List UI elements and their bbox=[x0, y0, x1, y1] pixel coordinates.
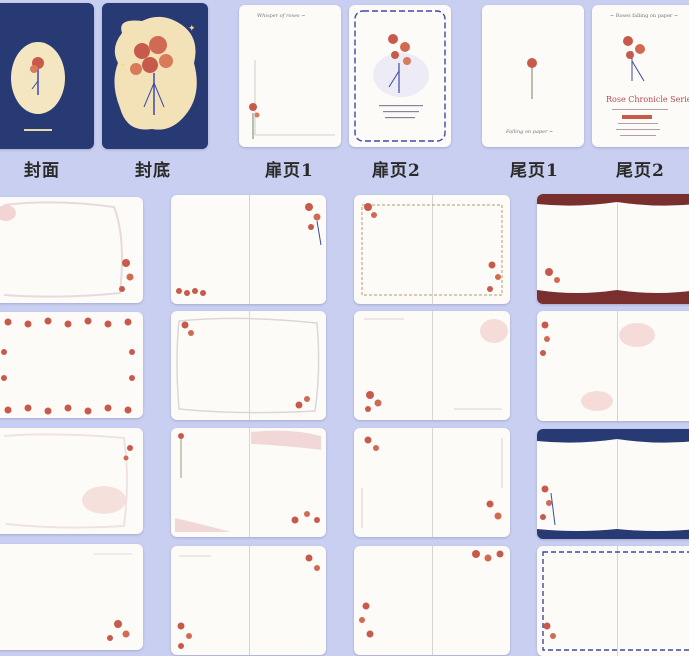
spread-fold-line bbox=[248, 195, 250, 304]
label-front-page-2: 扉页2 bbox=[372, 161, 421, 181]
spread-vine-frame bbox=[361, 203, 503, 296]
spread-fold-line bbox=[432, 546, 433, 655]
end-page-1-single-rose bbox=[527, 58, 537, 99]
spread-fold-line bbox=[432, 195, 433, 304]
svg-text:✦: ✦ bbox=[188, 24, 196, 34]
spread-page[interactable] bbox=[537, 311, 689, 421]
label-back-cover: 封底 bbox=[135, 161, 171, 181]
svg-text:✦: ✦ bbox=[120, 61, 126, 69]
spread-rose-decoration bbox=[177, 554, 320, 649]
spread-page[interactable] bbox=[537, 546, 689, 656]
spread-rose-frame bbox=[1, 317, 135, 415]
spread-page[interactable] bbox=[354, 428, 510, 537]
spread-page[interactable] bbox=[171, 428, 326, 537]
spread-fold-line bbox=[617, 546, 618, 656]
spread-fold-line bbox=[248, 428, 250, 537]
spread-page[interactable] bbox=[0, 544, 143, 650]
spread-vine-frame bbox=[542, 551, 689, 651]
back-cover-card[interactable]: ✦ ✦ bbox=[102, 3, 208, 149]
front-page-1-script-text: Whisper of roses ~ bbox=[257, 13, 306, 19]
spread-page[interactable] bbox=[171, 311, 326, 420]
cover-card[interactable] bbox=[0, 3, 94, 149]
end-page-1-card[interactable]: Falling on paper ~ bbox=[482, 5, 584, 147]
spread-rose-decoration bbox=[540, 321, 655, 411]
front-page-2-card[interactable] bbox=[349, 5, 451, 147]
spread-rose-frame bbox=[176, 317, 320, 414]
spread-page[interactable] bbox=[0, 312, 143, 418]
front-page-1-card[interactable]: Whisper of roses ~ bbox=[239, 5, 341, 147]
spread-navy-border bbox=[537, 429, 689, 539]
spread-rose-decoration bbox=[361, 436, 503, 528]
cover-bouquet-illustration bbox=[11, 42, 65, 131]
end-page-2-top-text: ~ Roses falling on paper ~ bbox=[610, 13, 679, 19]
spread-page[interactable] bbox=[537, 429, 689, 539]
label-end-page-2: 尾页2 bbox=[616, 161, 665, 181]
end-page-2-card[interactable]: ~ Roses falling on paper ~ Rose Chronicl… bbox=[592, 5, 689, 147]
front-page-1-rose-corner bbox=[249, 60, 335, 139]
spread-fold-line bbox=[617, 194, 618, 304]
end-page-2-rose-cluster bbox=[612, 36, 668, 136]
spread-fold-line bbox=[248, 311, 250, 420]
spread-page[interactable] bbox=[354, 195, 510, 304]
spread-rose-decoration bbox=[359, 550, 504, 638]
spread-fold-line bbox=[617, 311, 618, 421]
end-page-2-series-title: Rose Chronicle Series bbox=[606, 95, 689, 104]
spread-page[interactable] bbox=[171, 195, 326, 304]
spread-rose-decoration bbox=[94, 553, 132, 641]
spread-fold-line bbox=[617, 429, 618, 539]
label-end-page-1: 尾页1 bbox=[510, 161, 559, 181]
spread-page[interactable] bbox=[354, 546, 510, 655]
spread-page[interactable] bbox=[0, 428, 143, 534]
back-cover-bouquet-illustration: ✦ ✦ bbox=[114, 16, 197, 130]
spread-page[interactable] bbox=[0, 197, 143, 303]
spread-burgundy-border bbox=[537, 194, 689, 304]
spread-page[interactable] bbox=[171, 546, 326, 655]
spread-page[interactable] bbox=[537, 194, 689, 304]
spread-fold-line bbox=[248, 546, 250, 655]
spread-rose-decoration bbox=[3, 433, 133, 529]
label-cover: 封面 bbox=[24, 161, 60, 181]
spread-rose-decoration bbox=[364, 318, 508, 412]
end-page-1-script-text: Falling on paper ~ bbox=[506, 129, 554, 135]
label-front-page-1: 扉页1 bbox=[265, 161, 314, 181]
spread-rose-decoration bbox=[175, 430, 321, 532]
spread-fold-line bbox=[432, 311, 433, 420]
spread-rose-decoration bbox=[176, 203, 322, 296]
spread-fold-line bbox=[432, 428, 433, 537]
spread-rose-decoration bbox=[0, 201, 134, 298]
front-page-2-vine-frame bbox=[354, 10, 446, 142]
spread-page[interactable] bbox=[354, 311, 510, 420]
